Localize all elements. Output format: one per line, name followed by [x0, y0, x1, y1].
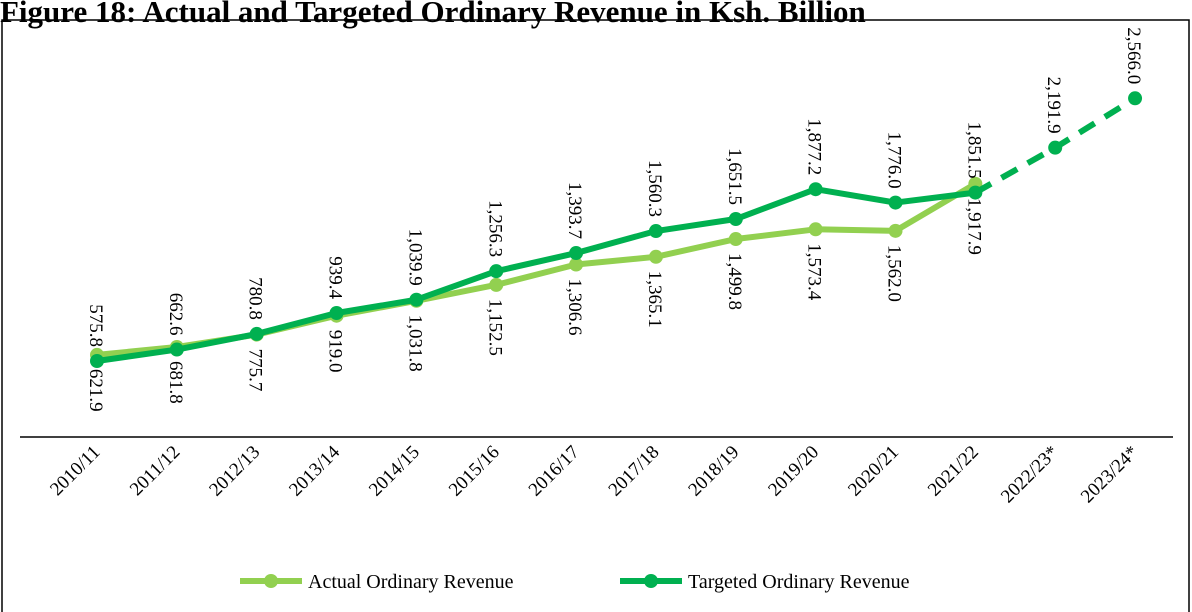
point-marker	[888, 223, 903, 238]
data-label: 939.4	[325, 256, 346, 299]
data-label: 1,393.7	[564, 182, 585, 239]
data-label: 1,039.9	[404, 229, 425, 286]
data-label: 621.9	[85, 369, 106, 412]
x-tick-label: 2014/15	[365, 442, 424, 501]
point-marker	[489, 277, 504, 292]
data-label: 1,256.3	[484, 200, 505, 257]
data-label: 2,191.9	[1043, 77, 1064, 134]
x-tick-label: 2015/16	[445, 442, 504, 501]
data-label: 1,499.8	[724, 253, 745, 310]
series-line	[96, 181, 977, 358]
data-label: 1,031.8	[404, 315, 425, 372]
data-label: 1,306.6	[564, 279, 585, 336]
point-marker	[409, 292, 424, 307]
data-label: 1,560.3	[644, 160, 665, 217]
data-label: 575.8	[85, 304, 106, 347]
point-marker	[249, 326, 264, 341]
data-label: 1,152.5	[484, 299, 505, 356]
x-tick-label: 2011/12	[126, 442, 184, 500]
point-marker	[888, 195, 903, 210]
data-label: 1,562.0	[884, 245, 905, 302]
point-marker	[808, 182, 823, 197]
data-label: 1,573.4	[804, 243, 825, 301]
point-marker	[90, 353, 104, 368]
point-marker	[489, 264, 504, 279]
x-tick-label: 2010/11	[46, 442, 104, 500]
legend-label: Targeted Ordinary Revenue	[688, 571, 910, 593]
x-tick-label: 2013/14	[285, 441, 344, 500]
data-label: 780.8	[245, 277, 266, 320]
legend-label: Actual Ordinary Revenue	[308, 571, 514, 593]
data-label: 775.7	[245, 349, 266, 392]
x-tick-label: 2016/17	[525, 442, 584, 501]
data-label: 1,851.5	[963, 122, 984, 179]
point-marker	[1128, 91, 1143, 106]
data-label: 681.8	[165, 361, 186, 404]
data-label: 1,877.2	[804, 118, 825, 175]
data-label: 1,365.1	[644, 271, 665, 328]
x-tick-label: 2020/21	[844, 442, 903, 501]
point-marker	[968, 185, 983, 200]
data-label: 919.0	[325, 330, 346, 373]
legend-marker	[644, 574, 658, 588]
data-label: 1,651.5	[724, 148, 745, 205]
data-label: 1,776.0	[884, 132, 905, 189]
chart-border	[1, 19, 1190, 612]
data-label: 662.6	[165, 293, 186, 336]
point-marker	[728, 232, 743, 247]
data-label: 1,917.9	[963, 198, 984, 255]
point-marker	[569, 246, 584, 261]
x-tick-label: 2022/23*	[997, 442, 1063, 508]
point-marker	[648, 249, 663, 264]
x-tick-label: 2012/13	[205, 442, 264, 501]
point-marker	[648, 224, 663, 239]
x-tick-label: 2019/20	[764, 442, 823, 501]
point-marker	[569, 257, 584, 272]
x-tick-label: 2017/18	[605, 442, 664, 501]
series-line	[96, 186, 976, 364]
point-marker	[808, 222, 823, 237]
legend-marker	[264, 574, 278, 588]
chart-title: Figure 18: Actual and Targeted Ordinary …	[0, 0, 866, 29]
point-marker	[728, 212, 743, 227]
x-tick-label: 2018/19	[684, 442, 743, 501]
point-marker	[1048, 140, 1063, 155]
point-marker	[169, 342, 184, 357]
x-tick-label: 2023/24*	[1077, 442, 1143, 508]
data-label: 2,566.0	[1123, 27, 1144, 84]
point-marker	[329, 305, 344, 320]
x-tick-label: 2021/22	[924, 442, 983, 501]
